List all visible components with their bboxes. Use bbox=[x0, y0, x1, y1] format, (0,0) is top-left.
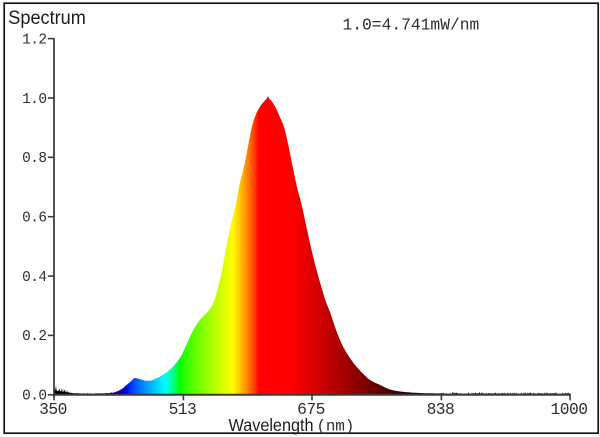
svg-text:0.0: 0.0 bbox=[22, 389, 46, 405]
svg-text:Spectrum: Spectrum bbox=[8, 8, 86, 29]
svg-text:513: 513 bbox=[169, 400, 197, 419]
svg-text:1.2: 1.2 bbox=[22, 32, 46, 48]
svg-text:1.0=4.741mW/nm: 1.0=4.741mW/nm bbox=[343, 16, 480, 35]
svg-text:0.4: 0.4 bbox=[22, 270, 46, 286]
svg-text:1000: 1000 bbox=[551, 400, 588, 419]
svg-text:0.6: 0.6 bbox=[22, 211, 46, 227]
svg-text:(nm): (nm) bbox=[317, 418, 355, 436]
svg-text:Wavelength: Wavelength bbox=[229, 415, 314, 435]
svg-text:675: 675 bbox=[297, 400, 325, 419]
svg-text:1.0: 1.0 bbox=[22, 92, 46, 108]
svg-text:350: 350 bbox=[39, 400, 67, 419]
svg-text:838: 838 bbox=[427, 400, 455, 419]
svg-text:0.8: 0.8 bbox=[22, 151, 46, 167]
svg-text:0.2: 0.2 bbox=[22, 329, 46, 345]
